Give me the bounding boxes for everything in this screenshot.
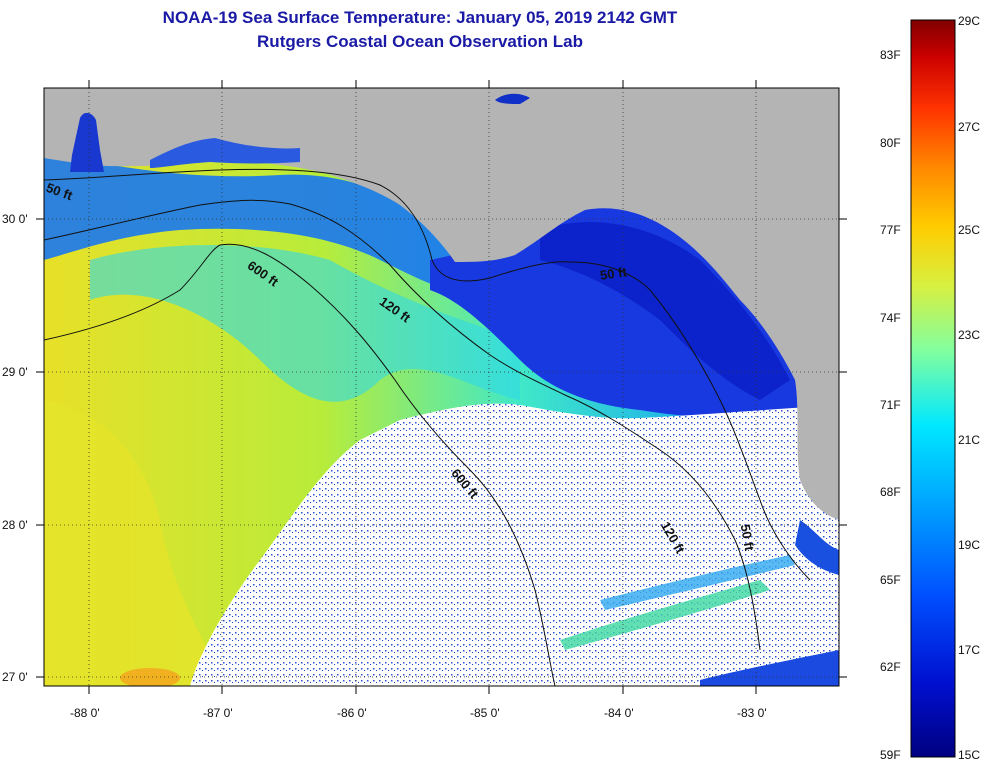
colorbar-f-label: 62F bbox=[880, 660, 901, 674]
coastal-band-west bbox=[44, 150, 500, 300]
lon-label-83: -83 0' bbox=[737, 706, 767, 720]
lon-label-84: -84 0' bbox=[604, 706, 634, 720]
lat-label-29: 29 0' bbox=[2, 365, 28, 379]
warm-patch bbox=[44, 400, 230, 686]
contour-120ft bbox=[44, 199, 761, 651]
lon-label-88: -88 0' bbox=[70, 706, 100, 720]
colorbar-f-label: 80F bbox=[880, 136, 901, 150]
colorbar-c-label: 17C bbox=[958, 643, 981, 657]
axis-ticks bbox=[36, 80, 847, 694]
big-bend-coldest bbox=[540, 221, 790, 400]
lon-label-86: -86 0' bbox=[337, 706, 367, 720]
colorbar-f-label: 59F bbox=[880, 748, 901, 762]
map-area bbox=[44, 88, 839, 686]
colorbar-c-label: 15C bbox=[958, 748, 981, 762]
colorbar-f-label: 65F bbox=[880, 573, 901, 587]
graticule bbox=[44, 88, 839, 686]
warm-spot bbox=[120, 668, 180, 686]
sst-streak bbox=[560, 580, 770, 650]
map-subtitle: Rutgers Coastal Ocean Observation Lab bbox=[257, 32, 583, 51]
colorbar-f-label: 83F bbox=[880, 48, 901, 62]
lat-label-27: 27 0' bbox=[2, 670, 28, 684]
colorbar-c-label: 21C bbox=[958, 433, 981, 447]
colorbar-f-label: 77F bbox=[880, 223, 901, 237]
colorbar-f-label: 68F bbox=[880, 485, 901, 499]
colorbar-c-label: 25C bbox=[958, 223, 981, 237]
colorbar-c-label: 29C bbox=[958, 14, 981, 28]
colorbar-c-label: 23C bbox=[958, 328, 981, 342]
land-mass bbox=[44, 88, 839, 520]
mobile-bay bbox=[70, 112, 104, 172]
lat-label-28: 28 0' bbox=[2, 518, 28, 532]
contour-50ft bbox=[44, 168, 811, 581]
coastal-bays bbox=[150, 138, 300, 168]
contour-600ft bbox=[44, 243, 556, 686]
colorbar-f-label: 71F bbox=[880, 398, 901, 412]
colorbar-f-label: 74F bbox=[880, 311, 901, 325]
map-frame bbox=[43, 87, 840, 687]
cyan-eddy bbox=[90, 245, 520, 402]
colorbar-c-label: 27C bbox=[958, 120, 981, 134]
lat-label-30: 30 0' bbox=[2, 212, 28, 226]
lon-label-87: -87 0' bbox=[203, 706, 233, 720]
lake bbox=[495, 93, 530, 104]
lon-label-85: -85 0' bbox=[470, 706, 500, 720]
map-title: NOAA-19 Sea Surface Temperature: January… bbox=[162, 8, 678, 27]
colorbar bbox=[910, 19, 956, 758]
colorbar-c-label: 19C bbox=[958, 538, 981, 552]
